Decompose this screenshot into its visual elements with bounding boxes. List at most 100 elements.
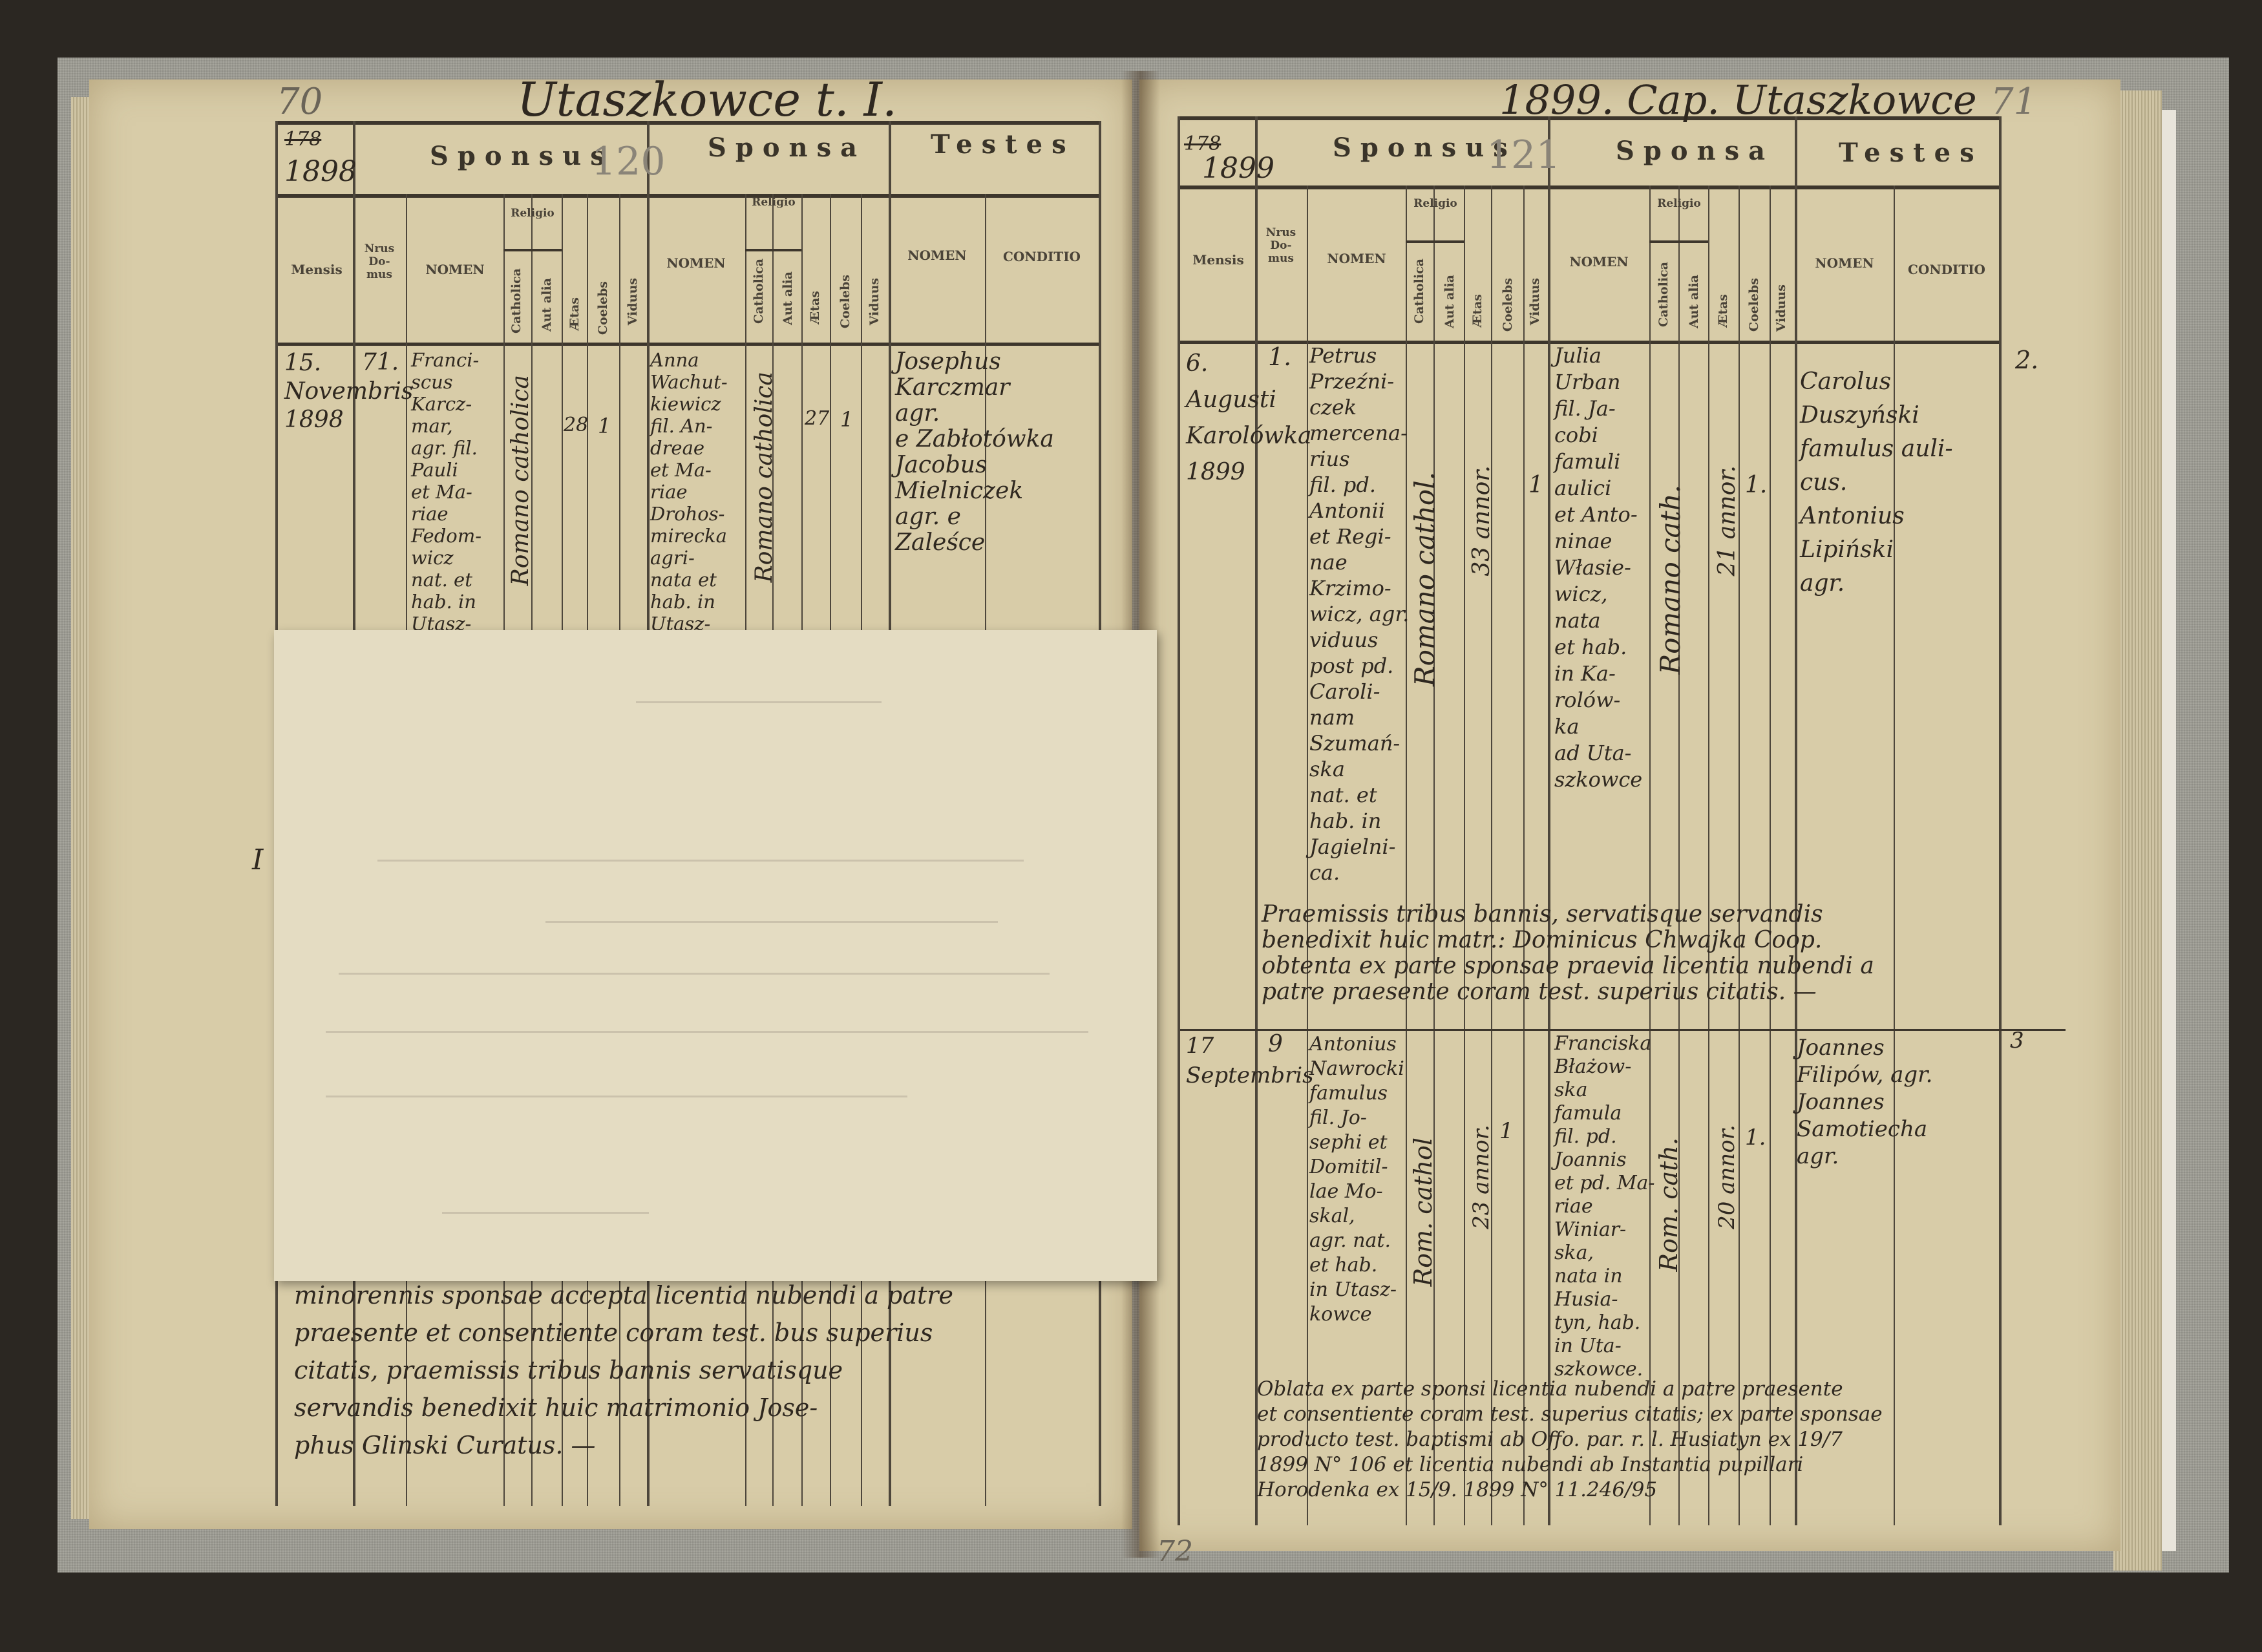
header-band-rule [275, 194, 1100, 198]
header-sponsa: Sponsa [1616, 136, 1775, 166]
year-struck: 178 [284, 128, 322, 151]
col-testes-nomen: NOMEN [907, 248, 967, 263]
col-testes-nomen: NOMEN [1815, 255, 1874, 271]
col-aut-alia: Aut alia [1443, 275, 1457, 329]
sponsa-nomen: Julia Urban fil. Ja- cobi famuli aulici … [1554, 343, 1643, 792]
sponsa-aetas: 21 annor. [1714, 465, 1740, 577]
entry-mensis: 15. Novembris 1898 [284, 350, 414, 433]
sponsa-religio: Rom. cath. [1654, 1138, 1683, 1272]
entry-note: Oblata ex parte sponsi licentia nubendi … [1257, 1377, 1883, 1501]
sponsa-aetas: 27 [805, 407, 830, 430]
sponsus-aetas: 33 annor. [1468, 465, 1495, 577]
religio-rule [503, 249, 562, 251]
testes: Carolus Duszyński famulus auli- cus. Ant… [1800, 368, 1953, 597]
religio-rule [745, 249, 801, 251]
col-catholica: Catholica [509, 268, 523, 334]
column-line [1548, 116, 1550, 1525]
year: 1898 [284, 155, 357, 188]
column-header-rule [1178, 341, 2000, 344]
column-line [1406, 185, 1407, 1525]
sponsus-nomen: Franci- scus Karcz- mar, agr. fil. Pauli… [411, 349, 482, 635]
page-number: 71 [1991, 81, 2037, 123]
header-sponsus: Sponsus [1333, 132, 1517, 163]
margin-mark: I [252, 843, 264, 876]
margin-number: 2. [2015, 346, 2039, 374]
col-aetas: Ætas [808, 291, 822, 324]
sponsa-coelebs: 1 [840, 407, 854, 432]
pencil-number: 121 [1486, 132, 1561, 178]
entry-note: Praemissis tribus bannis, servatisque se… [1262, 901, 1874, 1005]
col-viduus: Viduus [1774, 284, 1788, 332]
page-number: 70 [277, 81, 323, 123]
header-sponsa: Sponsa [708, 132, 867, 163]
col-sponsa-nomen: NOMEN [666, 255, 726, 271]
col-coelebs: Coelebs [596, 281, 610, 335]
column-line [1491, 185, 1492, 1525]
sponsus-religio: Romano catholica [507, 375, 534, 586]
col-conditio: CONDITIO [1003, 249, 1081, 264]
sponsus-coelebs: 1 [1499, 1118, 1514, 1144]
col-aetas: Ætas [1470, 294, 1485, 328]
sponsa-aetas: 20 annor. [1714, 1125, 1740, 1229]
col-coelebs: Coelebs [1747, 278, 1761, 332]
col-catholica: Catholica [1412, 259, 1426, 324]
religio-rule [1406, 240, 1464, 243]
column-header-rule [275, 343, 1100, 346]
sponsus-religio: Rom. cathol [1409, 1138, 1437, 1287]
column-line [1255, 116, 1258, 1525]
column-line [1433, 185, 1435, 1525]
entry-numerus: 1. [1268, 343, 1292, 371]
col-aetas: Ætas [567, 297, 582, 331]
sponsus-religio: Romano cathol. [1409, 472, 1441, 687]
header-sponsus: Sponsus [430, 141, 614, 171]
running-title: Utaszkowce t. I. [517, 72, 897, 127]
sponsa-nomen: Franciska Błażow- ska famula fil. pd. Jo… [1554, 1032, 1655, 1381]
entry-separator [1180, 1029, 2066, 1031]
col-religio: Religio [1413, 197, 1457, 210]
loose-paper-slip [274, 630, 1157, 1281]
column-line [1999, 116, 2002, 1525]
year-struck: 178 [1184, 132, 1221, 155]
sponsa-nomen: Anna Wachut- kiewicz fil. An- dreae et M… [650, 349, 728, 635]
table-top-rule [275, 121, 1100, 125]
column-line [1708, 185, 1709, 1525]
running-title: 1899. Cap. Utaszkowce [1499, 76, 1977, 123]
column-line [1894, 185, 1895, 1525]
column-line [1523, 185, 1525, 1525]
column-line [1739, 185, 1740, 1525]
sponsus-nomen: Petrus Przeźni- czek mercena- rius fil. … [1309, 343, 1410, 885]
col-viduus: Viduus [1528, 278, 1542, 326]
col-aut-alia: Aut alia [781, 271, 795, 326]
col-sponsa-nomen: NOMEN [1569, 254, 1629, 270]
sponsus-status: 1 [1528, 472, 1543, 498]
col-religio: Religio [752, 196, 796, 209]
column-line [1464, 185, 1465, 1525]
footer-page-number: 72 [1157, 1535, 1193, 1568]
table-top-rule [1178, 116, 2000, 120]
right-page [1139, 79, 2120, 1551]
pencil-number: 120 [591, 139, 666, 184]
column-line [1795, 116, 1797, 1525]
entry-mensis: 17 Septembris [1186, 1033, 1314, 1088]
col-religio: Religio [511, 207, 555, 220]
sponsus-aetas: 23 annor. [1468, 1125, 1494, 1229]
col-coelebs: Coelebs [1501, 278, 1515, 332]
closing-note: minorennis sponsae accepta licentia nube… [294, 1281, 953, 1459]
sponsa-religio: Romano cath. [1654, 485, 1686, 675]
sponsus-aetas: 28 [564, 414, 589, 436]
entry-numerus: 71. [362, 349, 399, 376]
col-coelebs: Coelebs [838, 275, 852, 329]
col-religio: Religio [1657, 197, 1701, 210]
column-line [1770, 185, 1771, 1525]
col-mensis: Mensis [1192, 252, 1244, 268]
column-line [1649, 185, 1651, 1525]
col-numerus-domus: Nrus Do- mus [364, 242, 395, 281]
col-conditio: CONDITIO [1908, 262, 1985, 277]
sponsa-coelebs: 1. [1745, 472, 1768, 498]
entry-numerus: 9 [1268, 1031, 1283, 1057]
column-line [1678, 185, 1680, 1525]
testes: Joannes Filipów, agr. Joannes Samotiecha… [1797, 1035, 1933, 1169]
testes: Josephus Karczmar agr. e Zabłotówka Jaco… [895, 348, 1054, 556]
entry-mensis: 6. Augusti Karolówka 1899 [1186, 350, 1312, 485]
col-viduus: Viduus [626, 278, 640, 326]
